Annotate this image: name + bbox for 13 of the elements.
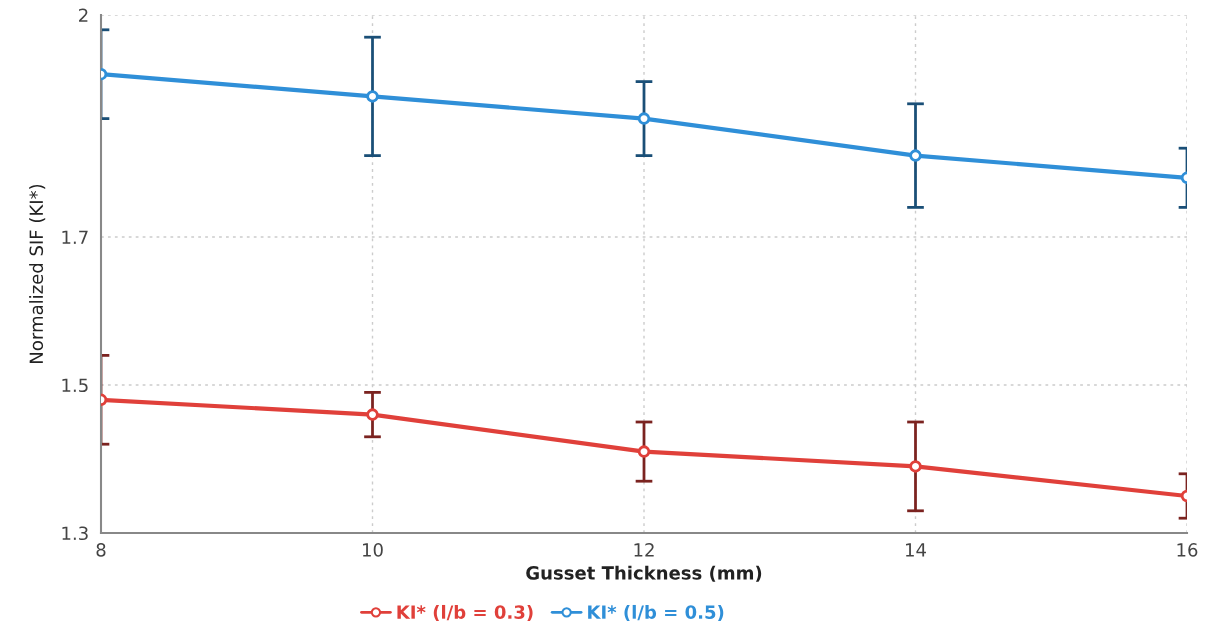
x-tick-label: 8 bbox=[96, 543, 106, 557]
x-tick-label: 14 bbox=[906, 543, 926, 557]
x-tick-label: 10 bbox=[363, 543, 383, 557]
y-tick-label: 1.3 bbox=[62, 526, 88, 541]
legend-label: KI* (l/b = 0.5) bbox=[588, 604, 724, 622]
x-tick-label: 12 bbox=[634, 543, 654, 557]
y-tick-label: 1.7 bbox=[62, 230, 88, 244]
y-tick-label: 1.5 bbox=[62, 378, 88, 393]
y-tick-label: 2 bbox=[79, 8, 88, 22]
x-axis-title: Gusset Thickness (mm) bbox=[526, 565, 762, 582]
legend-label: KI* (l/b = 0.3) bbox=[397, 604, 533, 622]
y-axis-title: Normalized SIF (KI*) bbox=[29, 184, 46, 363]
x-tick-label: 16 bbox=[1177, 543, 1198, 557]
